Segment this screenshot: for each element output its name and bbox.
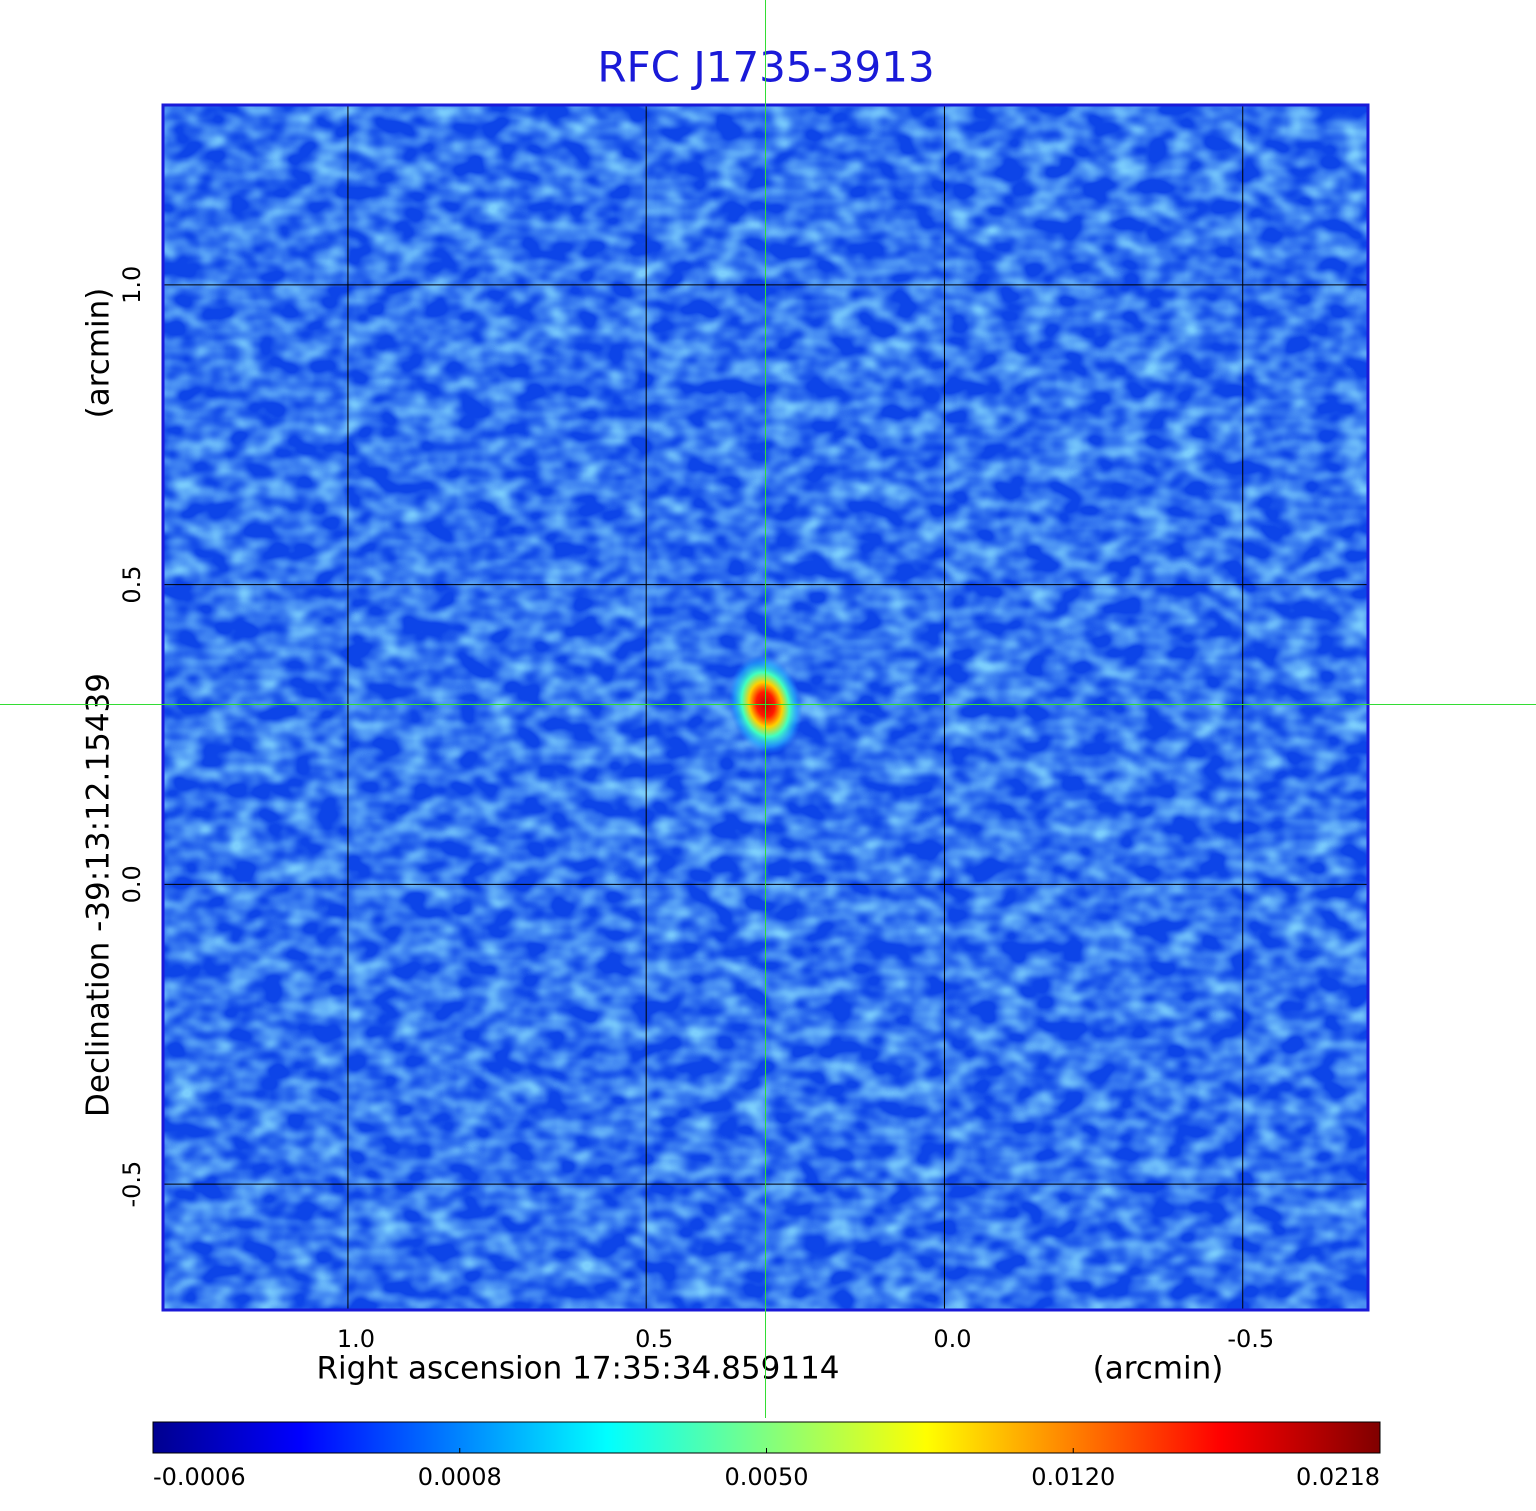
x-axis-label: Right ascension 17:35:34.859114: [316, 1351, 839, 1387]
colorbar: [152, 1421, 1381, 1454]
y-axis-unit: (arcmin): [81, 288, 117, 419]
colorbar-tick-label: 0.0050: [725, 1463, 809, 1491]
x-tick-label: 1.0: [337, 1325, 375, 1353]
y-axis-label: Declination -39:13:12.15439: [81, 673, 117, 1117]
colorbar-tick-label: 0.0008: [418, 1463, 502, 1491]
x-tick-label: -0.5: [1227, 1325, 1274, 1353]
x-tick-label: 0.0: [933, 1325, 971, 1353]
colorbar-tick-label: 0.0218: [1296, 1463, 1380, 1491]
colorbar-tick-label: -0.0006: [153, 1463, 246, 1491]
y-tick-label: 0.0: [118, 865, 146, 903]
colorbar-tick-label: 0.0120: [1031, 1463, 1115, 1491]
y-tick-label: -0.5: [118, 1161, 146, 1208]
x-tick-label: 0.5: [635, 1325, 673, 1353]
y-tick-label: 1.0: [118, 266, 146, 304]
y-tick-label: 0.5: [118, 566, 146, 604]
x-axis-unit: (arcmin): [1093, 1351, 1224, 1387]
